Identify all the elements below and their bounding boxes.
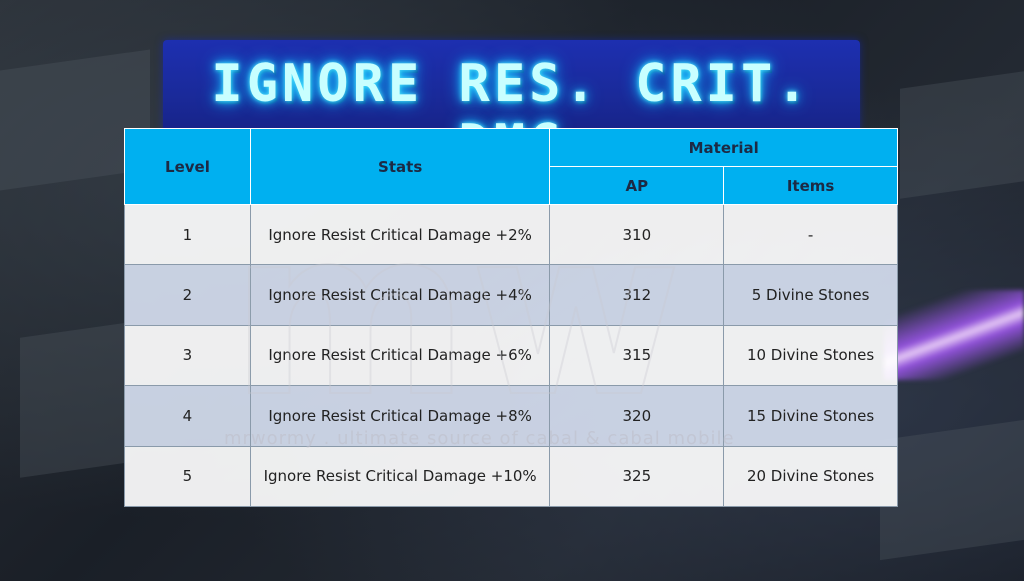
background-light-beam xyxy=(884,290,1024,380)
header-level: Level xyxy=(124,128,251,205)
upgrade-table: Level Stats Material AP Items 1 Ignore R… xyxy=(124,128,898,508)
cell-ap: 310 xyxy=(549,203,725,266)
header-material: Material xyxy=(549,128,898,167)
cell-level: 4 xyxy=(124,385,251,447)
cell-items: 10 Divine Stones xyxy=(723,324,898,387)
table-row: 2 Ignore Resist Critical Damage +4% 312 … xyxy=(124,264,898,326)
header-items: Items xyxy=(723,166,898,205)
table-row: 4 Ignore Resist Critical Damage +8% 320 … xyxy=(124,385,898,447)
background-rock xyxy=(900,71,1024,199)
cell-stats: Ignore Resist Critical Damage +4% xyxy=(249,264,551,326)
cell-level: 3 xyxy=(124,324,251,387)
cell-items: 5 Divine Stones xyxy=(723,264,898,326)
cell-ap: 320 xyxy=(549,385,725,447)
header-stats: Stats xyxy=(249,128,551,205)
cell-items: 20 Divine Stones xyxy=(723,445,898,508)
table-row: 3 Ignore Resist Critical Damage +6% 315 … xyxy=(124,324,898,387)
background-rock xyxy=(20,322,130,478)
title-banner: IGNORE RES. CRIT. DMG xyxy=(163,40,860,174)
background-rock xyxy=(880,419,1024,561)
cell-level: 5 xyxy=(124,445,251,508)
cell-stats: Ignore Resist Critical Damage +2% xyxy=(249,203,551,266)
cell-level: 2 xyxy=(124,264,251,326)
cell-stats: Ignore Resist Critical Damage +8% xyxy=(249,385,551,447)
cell-ap: 315 xyxy=(549,324,725,387)
cell-stats: Ignore Resist Critical Damage +10% xyxy=(249,445,551,508)
header-ap: AP xyxy=(549,166,725,205)
table-row: 1 Ignore Resist Critical Damage +2% 310 … xyxy=(124,203,898,266)
cell-stats: Ignore Resist Critical Damage +6% xyxy=(249,324,551,387)
table-row: 5 Ignore Resist Critical Damage +10% 325… xyxy=(124,445,898,508)
cell-items: - xyxy=(723,203,898,266)
upgrade-table-container: Level Stats Material AP Items 1 Ignore R… xyxy=(124,128,898,508)
cell-items: 15 Divine Stones xyxy=(723,385,898,447)
cell-ap: 312 xyxy=(549,264,725,326)
cell-ap: 325 xyxy=(549,445,725,508)
cell-level: 1 xyxy=(124,203,251,266)
